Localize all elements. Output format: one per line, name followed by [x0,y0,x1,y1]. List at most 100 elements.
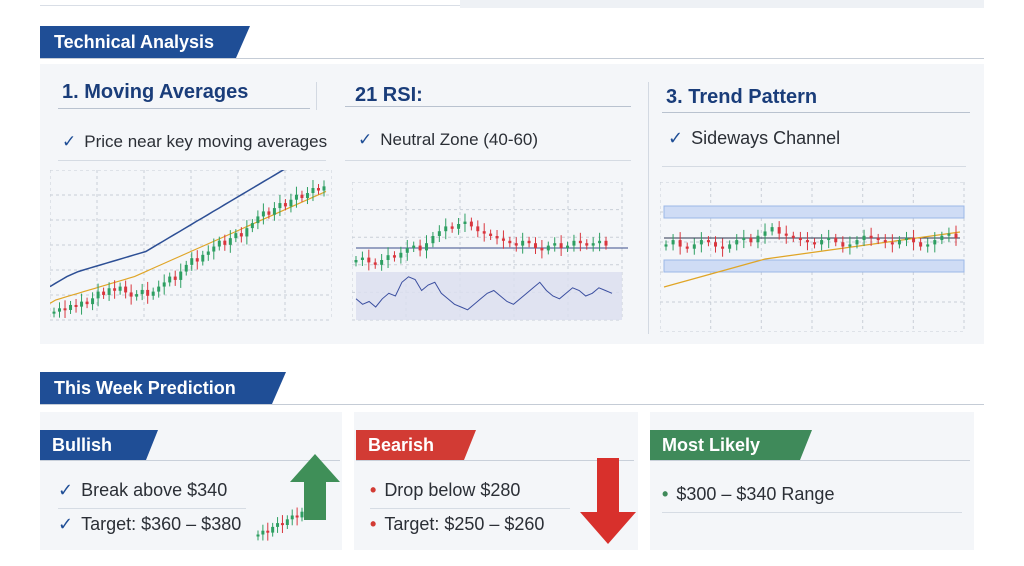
bearish-line-2: • Target: $250 – $260 [370,514,544,535]
candle-body [392,255,396,258]
candle-body [91,298,95,305]
candle-body [883,240,887,243]
check-icon: ✓ [62,132,77,151]
candle-body [102,291,106,295]
candle-body [508,240,512,244]
candle-body [239,233,243,237]
candle-body [195,258,199,262]
candle-body [770,227,774,232]
candle-body [295,515,299,518]
candle-body [798,237,802,241]
technical-analysis-header: Technical Analysis [40,26,250,58]
bullet-icon: • [370,514,377,534]
rsi-title: 21 RSI: [355,84,423,106]
candle-body [756,235,760,243]
bullish-line-1-text: Break above $340 [81,480,228,500]
candle-body [276,523,280,527]
candle-body [869,235,873,238]
candle-body [74,304,78,307]
candle-body [897,240,901,245]
candle-body [135,294,139,297]
candle-body [107,288,111,295]
candle-body [671,240,675,245]
down-arrow-icon [580,458,636,544]
prediction-header: This Week Prediction [40,372,286,404]
moving-averages-sub-rule [58,160,326,161]
candle-body [692,244,696,249]
candle-body [234,233,238,239]
candle-body [285,519,289,525]
check-icon: ✓ [668,128,684,148]
candle-body [283,203,287,207]
candle-body [820,240,824,245]
candle-body [721,246,725,249]
candle-body [96,291,100,299]
candle-body [591,243,595,246]
moving-averages-title: 1. Moving Averages [62,81,249,103]
candle-body [271,526,275,533]
candle-body [855,240,859,245]
candle-body [129,292,133,297]
candle-body [179,271,183,280]
candle-body [848,244,852,247]
candle-body [418,245,422,251]
candle-body [290,515,294,520]
technical-header-rule [40,58,984,59]
check-icon: ✓ [58,480,74,500]
candle-body [540,248,544,251]
candle-body [256,216,260,224]
candle-body [289,199,293,207]
candle-body [157,286,161,292]
candle-body [190,258,194,265]
candle-body [834,237,838,243]
candle-body [80,301,84,307]
likely-tag: Most Likely [650,430,812,460]
column-divider [316,82,317,110]
candle-body [151,291,155,296]
candle-body [521,240,525,246]
candle-body [168,276,172,283]
candle-body [763,231,767,236]
bullish-line-rule [58,508,246,509]
candle-body [706,240,710,243]
candle-body [311,188,315,194]
candle-body [805,240,809,243]
candle-body [919,242,923,247]
candle-body [58,308,62,312]
candle-body [598,240,602,244]
candle-body [876,237,880,241]
candle-body [360,257,364,260]
candle-body [431,236,435,244]
bullish-label: Bullish [52,435,113,455]
candle-body [699,240,703,245]
likely-line-rule [662,512,962,513]
bearish-line-2-text: Target: $250 – $260 [384,514,545,534]
candle-body [527,240,531,244]
top-bar-fill [460,0,984,8]
bearish-label: Bearish [368,435,435,455]
candle-body [412,245,416,248]
bearish-line-1: • Drop below $280 [370,480,520,501]
candle-body [489,233,493,236]
candle-body [469,221,473,227]
candle-body [63,308,67,311]
candle-body [354,260,358,263]
likely-line-1: • $300 – $340 Range [662,484,834,505]
trend-ma-line [663,231,961,288]
candle-body [559,243,563,248]
candle-body [118,286,122,291]
candle-body [322,186,326,191]
candle-body [450,226,454,229]
prediction-header-rule [40,404,984,405]
candle-body [305,193,309,199]
candle-body [476,226,480,232]
candle-body [113,288,117,291]
ma-slow-line [50,170,285,288]
candle-body [585,243,589,246]
rsi-subtitle-text: Neutral Zone (40-60) [380,130,539,149]
rsi-band [356,272,622,320]
candle-body [380,260,384,265]
bullet-icon: • [662,484,669,504]
candle-body [278,203,282,209]
candle-body [553,243,557,246]
